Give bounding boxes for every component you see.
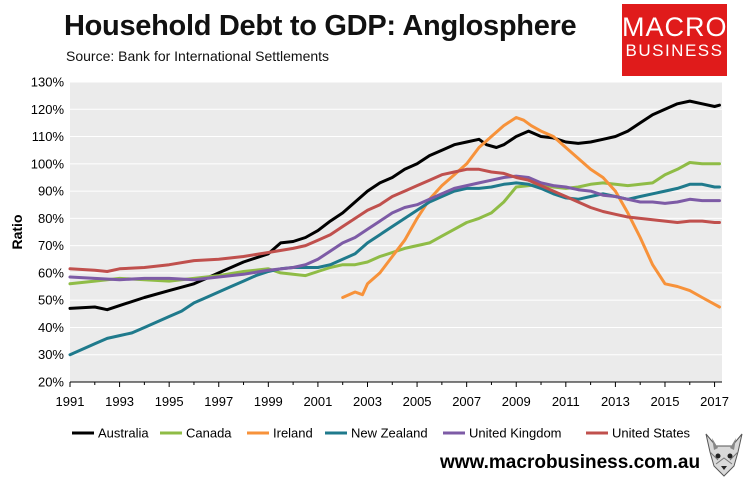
logo-line-1: MACRO (622, 12, 728, 42)
series-line-canada (68, 161, 721, 286)
x-tick-label: 2013 (601, 394, 630, 409)
y-axis-label: Ratio (9, 215, 25, 250)
macrobusiness-logo[interactable]: MACRO BUSINESS (622, 4, 727, 76)
legend-label: United States (612, 426, 691, 441)
legend-item-canada: Canada (160, 426, 232, 441)
legend-label: United Kingdom (469, 426, 562, 441)
y-tick-label: 50% (38, 293, 64, 308)
x-tick-label: 2005 (403, 394, 432, 409)
chart-subtitle: Source: Bank for International Settlemen… (66, 48, 330, 64)
y-tick-label: 130% (31, 75, 65, 90)
x-tick-label: 2011 (552, 394, 580, 409)
y-tick-label: 100% (31, 156, 65, 171)
y-tick-label: 40% (38, 320, 64, 335)
legend-item-united-kingdom: United Kingdom (443, 426, 562, 441)
legend-item-new-zealand: New Zealand (325, 426, 428, 441)
x-tick-label: 1993 (105, 394, 134, 409)
x-tick-label: 1997 (204, 394, 233, 409)
x-tick-label: 2003 (353, 394, 382, 409)
chart-legend: Australia Canada Ireland New Zealand United … (72, 426, 691, 441)
legend-label: Canada (186, 426, 232, 441)
x-axis-ticks: 1991 1993 1995 1997 1999 2001 2003 2005 2007 2009… (56, 381, 729, 409)
x-tick-label: 1995 (155, 394, 184, 409)
series-line-ireland (341, 116, 721, 309)
legend-item-australia: Australia (72, 426, 149, 441)
x-tick-label: 2009 (502, 394, 531, 409)
series-line-united-states (68, 167, 721, 273)
y-tick-label: 30% (38, 347, 64, 362)
y-tick-label: 110% (32, 129, 65, 144)
fox-mascot-icon (705, 433, 743, 477)
plot-area (70, 82, 722, 382)
series-line-australia (68, 99, 721, 312)
legend-item-ireland: Ireland (247, 426, 313, 441)
y-tick-label: 120% (31, 102, 65, 117)
legend-label: Australia (98, 426, 149, 441)
website-url[interactable]: www.macrobusiness.com.au (440, 452, 701, 473)
legend-label: Ireland (273, 426, 313, 441)
x-tick-label: 2001 (303, 394, 332, 409)
x-tick-label: 1991 (56, 394, 85, 409)
x-tick-label: 2007 (452, 394, 481, 409)
x-tick-label: 1999 (254, 394, 283, 409)
legend-item-united-states: United States (586, 426, 691, 441)
series-line-united-kingdom (68, 174, 721, 282)
legend-label: New Zealand (351, 426, 428, 441)
y-tick-label: 90% (38, 184, 64, 199)
y-tick-label: 70% (38, 238, 64, 253)
y-axis-ticks: 20% 30% 40% 50% 60% 70% 80% 90% 100% 110% 120% 130% (31, 75, 722, 390)
y-tick-label: 60% (38, 265, 64, 280)
y-tick-label: 80% (38, 211, 64, 226)
x-tick-label: 2017 (700, 394, 729, 409)
logo-line-2: BUSINESS (625, 41, 724, 60)
y-tick-label: 20% (38, 375, 64, 390)
chart-title: Household Debt to GDP: Anglosphere (64, 10, 577, 42)
series-lines (68, 99, 721, 357)
x-tick-label: 2015 (651, 394, 680, 409)
